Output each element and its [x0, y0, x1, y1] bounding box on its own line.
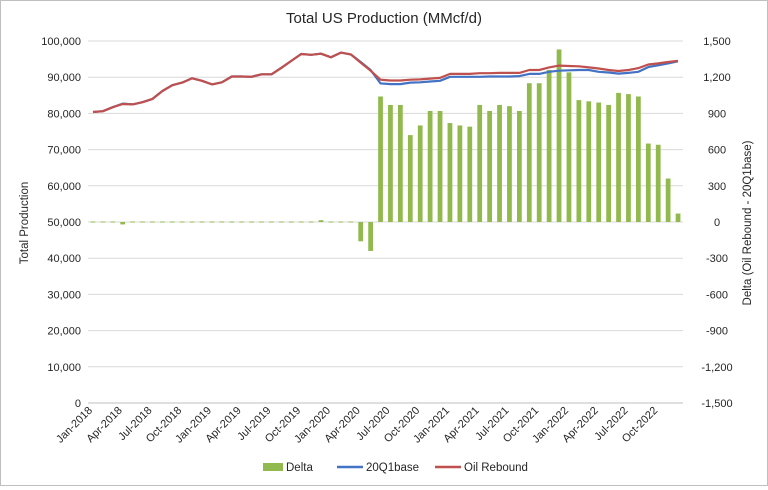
delta-bar — [378, 96, 383, 222]
delta-bar — [159, 221, 165, 223]
delta-bar — [169, 221, 175, 223]
legend-label: 20Q1base — [366, 462, 419, 474]
delta-bar — [645, 143, 651, 222]
y2-tick-label: 300 — [708, 181, 726, 193]
y2-tick-label: 600 — [708, 145, 726, 157]
delta-bar — [249, 221, 255, 223]
delta-bar — [536, 83, 542, 222]
delta-bar — [110, 221, 116, 223]
y-tick-label: 90,000 — [47, 72, 81, 84]
delta-bar — [437, 110, 443, 222]
series-line-oil-rebound — [92, 51, 679, 114]
y-tick-label: 0 — [75, 398, 81, 410]
delta-bar — [259, 221, 264, 223]
delta-bar — [576, 100, 582, 222]
delta-bar — [516, 110, 522, 222]
y2-tick-label: -1,200 — [701, 362, 732, 374]
delta-bar — [140, 221, 145, 223]
series-lines — [92, 51, 679, 114]
legend-label: Delta — [286, 462, 313, 474]
delta-bar — [546, 69, 552, 223]
delta-bar — [199, 221, 205, 223]
delta-bar — [566, 72, 572, 222]
delta-bar — [477, 104, 483, 222]
delta-bar — [665, 178, 671, 222]
delta-bar — [596, 102, 602, 222]
legend: Delta 20Q1base Oil Rebound — [263, 462, 528, 474]
delta-bar — [209, 221, 215, 223]
left-axis-ticks: 0 10,000 20,000 30,000 40,000 50,000 60,000 70,… — [41, 36, 81, 410]
right-axis-ticks: -1,500 -1,200 -900 -600 -300 0 300 600 900 1,200 1… — [701, 36, 732, 410]
delta-bar — [467, 126, 473, 222]
y-tick-label: 20,000 — [47, 326, 81, 338]
delta-bars — [90, 49, 681, 251]
y2-tick-label: 1,500 — [703, 36, 731, 48]
delta-bar — [427, 110, 433, 222]
y2-tick-label: 0 — [714, 217, 720, 229]
delta-bar — [150, 221, 155, 223]
gridlines — [88, 40, 683, 404]
delta-bar — [288, 221, 294, 223]
y-tick-label: 30,000 — [47, 289, 81, 301]
delta-bar — [388, 104, 393, 222]
delta-bar — [487, 110, 493, 222]
delta-bar — [556, 49, 562, 222]
delta-bar — [318, 220, 324, 222]
y-axis-title: Total Production — [19, 182, 31, 264]
y2-axis-title: Delta (Oil Rebound - 20Q1base) — [742, 140, 754, 305]
y2-tick-label: -600 — [706, 289, 728, 301]
delta-bar — [179, 221, 185, 223]
delta-bar — [100, 221, 106, 223]
delta-bar — [120, 222, 126, 225]
delta-bar — [348, 221, 354, 223]
delta-bar — [308, 221, 314, 223]
delta-bar — [397, 104, 403, 222]
delta-bar — [130, 221, 136, 223]
delta-bar — [626, 94, 631, 222]
delta-bar — [655, 144, 661, 222]
delta-bar — [219, 221, 225, 223]
delta-bar — [338, 221, 344, 223]
delta-bar — [606, 104, 612, 222]
y-tick-label: 80,000 — [47, 108, 81, 120]
delta-bar — [269, 221, 274, 223]
chart-title: Total US Production (MMcf/d) — [286, 10, 482, 27]
y-tick-label: 40,000 — [47, 253, 81, 265]
delta-bar — [586, 101, 592, 222]
delta-bar — [457, 125, 463, 222]
y-tick-label: 70,000 — [47, 145, 81, 157]
y-tick-label: 50,000 — [47, 217, 81, 229]
delta-bar — [635, 96, 641, 222]
delta-bar — [417, 125, 423, 222]
y2-tick-label: -900 — [706, 326, 728, 338]
delta-bar — [278, 221, 284, 223]
y-tick-label: 10,000 — [47, 362, 81, 374]
y-tick-label: 100,000 — [41, 36, 81, 48]
delta-bar — [526, 83, 532, 222]
delta-bar — [447, 123, 453, 222]
legend-label: Oil Rebound — [464, 462, 528, 474]
delta-bar — [189, 221, 195, 223]
delta-bar — [298, 221, 304, 223]
y2-tick-label: -1,500 — [701, 398, 732, 410]
y-tick-label: 60,000 — [47, 181, 81, 193]
delta-bar — [407, 135, 413, 222]
delta-bar — [229, 221, 235, 223]
delta-bar — [358, 222, 364, 242]
x-axis-ticks: Jan-2018Apr-2018Jul-2018Oct-2018Jan-2019… — [54, 405, 660, 446]
delta-bar — [90, 221, 96, 223]
delta-bar — [368, 222, 374, 251]
delta-bar — [616, 92, 621, 223]
delta-bar — [675, 213, 681, 222]
y2-tick-label: 1,200 — [703, 72, 731, 84]
delta-bar — [328, 221, 334, 223]
legend-swatch — [263, 463, 283, 471]
delta-bar — [239, 221, 245, 223]
y2-tick-label: -300 — [706, 253, 728, 265]
delta-bar — [497, 104, 502, 222]
y2-tick-label: 900 — [708, 108, 726, 120]
delta-bar — [507, 106, 512, 222]
